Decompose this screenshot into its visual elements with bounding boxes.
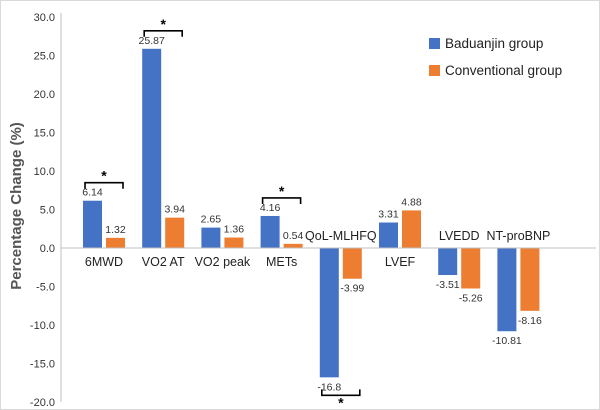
- legend-entry: Conventional group: [445, 63, 562, 78]
- bar-conventional: [520, 248, 540, 311]
- bar-conventional: [224, 237, 244, 248]
- data-label: -3.99: [340, 283, 364, 295]
- category-label: NT-proBNP: [486, 229, 550, 243]
- significance-bracket: [261, 197, 302, 204]
- y-tick-label: 25.0: [34, 51, 55, 63]
- significance-bracket: [321, 389, 361, 397]
- category-label: VO2 peak: [195, 255, 251, 269]
- significance-bracket: [143, 30, 183, 37]
- data-label: -5.26: [459, 293, 483, 305]
- y-tick-label: -20.0: [30, 397, 55, 409]
- data-label: 0.54: [283, 230, 304, 242]
- data-label: 6.14: [82, 187, 103, 199]
- category-label: LVEF: [385, 255, 416, 269]
- y-tick-label: 0.0: [40, 243, 55, 255]
- y-axis: 30.0 25.0 20.0 15.0 10.0 5.0 0.0 -5.0 -10.0 -15.0…: [30, 12, 62, 409]
- category-label: VO2 AT: [142, 255, 185, 269]
- data-label: 4.16: [260, 202, 281, 214]
- bar-baduanjin: [201, 227, 221, 248]
- data-label: 4.88: [401, 196, 422, 208]
- data-label: 3.31: [378, 209, 399, 221]
- data-label: -10.81: [492, 335, 522, 347]
- data-label: 2.65: [201, 214, 222, 226]
- y-tick-label: -10.0: [30, 320, 55, 332]
- legend-entry: Baduanjin group: [445, 36, 543, 51]
- y-tick-label: 5.0: [40, 205, 55, 217]
- legend: Baduanjin group Conventional group: [429, 36, 562, 78]
- y-tick-label: 30.0: [34, 12, 55, 24]
- data-label: 1.36: [224, 224, 245, 236]
- bar-conventional: [342, 248, 362, 279]
- significance-star: *: [160, 16, 166, 32]
- data-label: -16.8: [317, 381, 341, 393]
- category-label: METs: [266, 255, 297, 269]
- legend-swatch: [429, 38, 440, 49]
- data-label: 1.32: [105, 224, 126, 236]
- category-label: QoL-MLHFQ: [305, 229, 377, 243]
- bar-conventional: [165, 217, 185, 248]
- data-label: -8.16: [518, 315, 542, 327]
- significance-star: *: [338, 394, 344, 409]
- y-tick-label: 10.0: [34, 166, 55, 178]
- bar-baduanjin: [319, 248, 339, 378]
- y-tick-label: -15.0: [30, 359, 55, 371]
- data-label: 3.94: [164, 204, 185, 216]
- significance-star: *: [101, 168, 107, 184]
- bar-conventional: [402, 210, 421, 248]
- bar-baduanjin: [83, 200, 102, 248]
- bar-baduanjin: [497, 248, 517, 332]
- bars: [83, 48, 540, 378]
- significance-bracket: [84, 181, 124, 189]
- category-label: LVEDD: [439, 229, 480, 243]
- bar-conventional: [283, 243, 303, 248]
- significance-star: *: [279, 183, 285, 199]
- data-labels: 6.14 1.32 25.87 3.94 2.651.36 4.16 0.54 -16.8 -3…: [82, 35, 542, 394]
- y-tick-label: -5.0: [36, 282, 55, 294]
- significance-markers: * * * *: [84, 16, 361, 409]
- bar-baduanjin: [142, 48, 162, 249]
- y-tick-label: 15.0: [34, 128, 55, 140]
- category-labels: 6MWD VO2 AT VO2 peak METs QoL-MLHFQ LVEF LVEDD…: [85, 229, 550, 269]
- bar-conventional: [106, 237, 125, 248]
- bar-baduanjin: [260, 215, 280, 248]
- data-label: 25.87: [139, 35, 165, 47]
- category-label: 6MWD: [85, 255, 123, 269]
- bar-baduanjin: [379, 222, 398, 248]
- bar-conventional: [461, 248, 481, 289]
- bar-baduanjin: [438, 248, 458, 276]
- data-label: -3.51: [436, 279, 460, 291]
- y-axis-label: Percentage Change (%): [8, 122, 25, 290]
- y-tick-label: 20.0: [34, 89, 55, 101]
- legend-swatch: [429, 65, 440, 76]
